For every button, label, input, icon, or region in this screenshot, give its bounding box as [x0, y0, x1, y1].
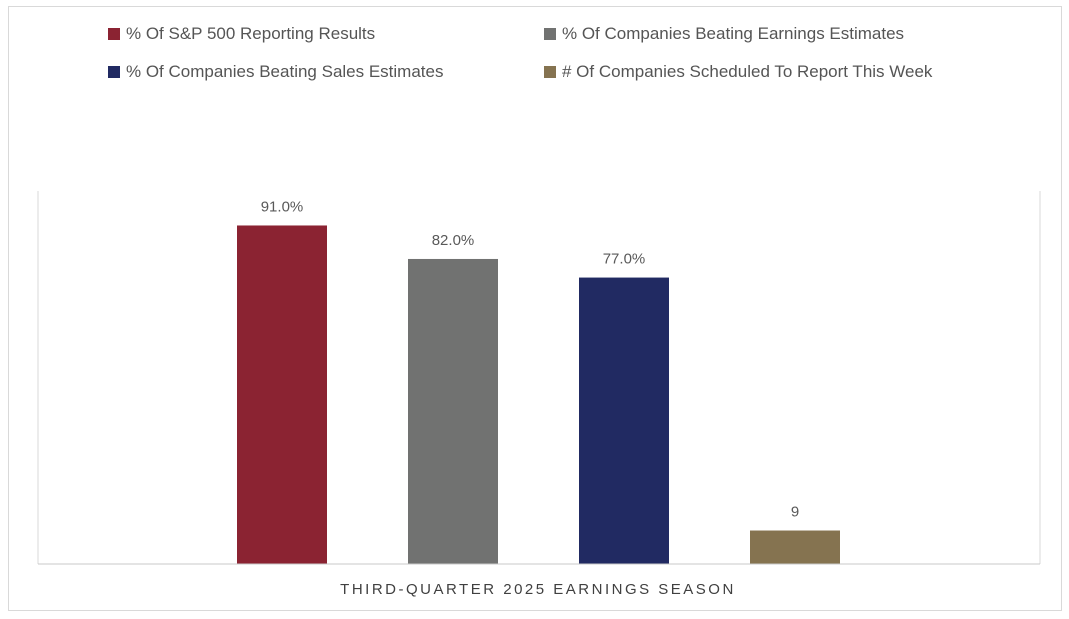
data-label-beating-earnings: 82.0%: [432, 232, 475, 249]
legend-item-beating-earnings: % Of Companies Beating Earnings Estimate…: [544, 24, 904, 44]
legend-swatch-beating-earnings: [544, 28, 556, 40]
chart-frame: [8, 6, 1062, 611]
legend-item-reporting: % Of S&P 500 Reporting Results: [108, 24, 375, 44]
data-label-scheduled: 9: [791, 504, 799, 521]
x-axis-title: THIRD-QUARTER 2025 EARNINGS SEASON: [340, 581, 736, 598]
legend-label-beating-sales: % Of Companies Beating Sales Estimates: [126, 62, 444, 81]
legend-label-scheduled: # Of Companies Scheduled To Report This …: [562, 62, 933, 81]
bar-scheduled: [750, 530, 840, 564]
bars-group: 91.0% 82.0% 77.0% 9: [237, 198, 840, 565]
bar-beating-earnings: [408, 258, 498, 564]
legend-label-reporting: % Of S&P 500 Reporting Results: [126, 24, 376, 43]
data-label-reporting: 91.0%: [261, 198, 304, 215]
legend-swatch-scheduled: [544, 66, 556, 78]
bar-beating-sales: [579, 277, 669, 564]
data-label-beating-sales: 77.0%: [603, 251, 646, 268]
legend-swatch-reporting: [108, 28, 120, 40]
legend-item-beating-sales: % Of Companies Beating Sales Estimates: [108, 62, 443, 82]
legend: % Of S&P 500 Reporting Results % Of Comp…: [108, 24, 1008, 94]
bar-reporting: [237, 225, 327, 565]
legend-swatch-beating-sales: [108, 66, 120, 78]
legend-item-scheduled: # Of Companies Scheduled To Report This …: [544, 62, 932, 82]
legend-label-beating-earnings: % Of Companies Beating Earnings Estimate…: [562, 24, 905, 43]
